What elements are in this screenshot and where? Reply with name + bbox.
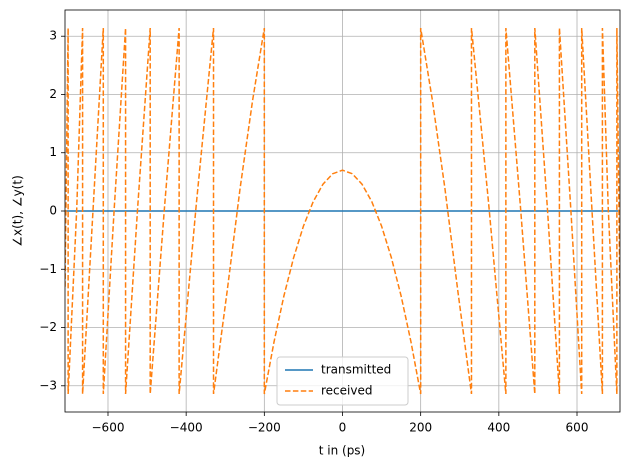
x-tick-label: 200 bbox=[409, 421, 432, 435]
x-tick-label: 0 bbox=[339, 421, 347, 435]
y-tick-label: 0 bbox=[49, 204, 57, 218]
y-tick-label: −3 bbox=[39, 378, 57, 392]
plot-area bbox=[65, 27, 620, 395]
series-line bbox=[65, 27, 620, 395]
legend-label: received bbox=[321, 384, 372, 398]
plot-frame bbox=[64, 9, 621, 413]
y-tick-label: −1 bbox=[39, 262, 57, 276]
y-tick-label: 1 bbox=[49, 145, 57, 159]
x-tick-label: −400 bbox=[170, 421, 203, 435]
x-tick-label: 600 bbox=[566, 421, 589, 435]
x-axis-label: t in (ps) bbox=[319, 444, 366, 458]
y-tick-label: −2 bbox=[39, 320, 57, 334]
y-axis-label: ∠x(t), ∠y(t) bbox=[11, 175, 25, 246]
x-tick-label: 400 bbox=[487, 421, 510, 435]
legend-label: transmitted bbox=[321, 363, 391, 377]
x-tick-label: −200 bbox=[248, 421, 281, 435]
y-tick-label: 2 bbox=[49, 87, 57, 101]
y-tick-label: 3 bbox=[49, 29, 57, 43]
legend-box bbox=[276, 356, 409, 406]
x-tick-label: −600 bbox=[92, 421, 125, 435]
